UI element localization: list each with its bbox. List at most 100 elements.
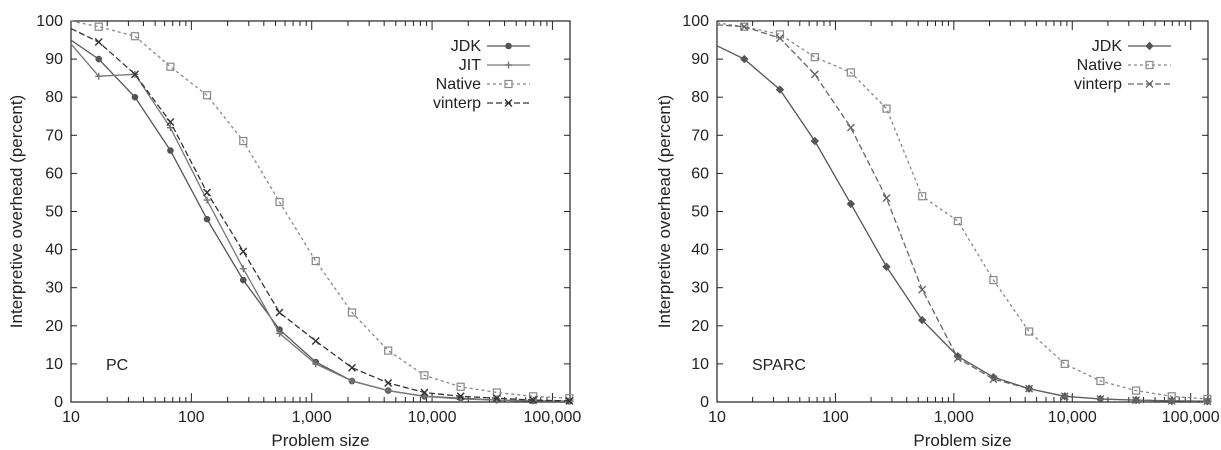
data-point — [1131, 386, 1141, 395]
data-point — [1096, 376, 1105, 386]
data-point — [131, 93, 139, 101]
data-point — [166, 117, 175, 126]
legend-marker — [505, 42, 512, 50]
data-point — [953, 354, 962, 363]
data-point — [384, 346, 393, 355]
data-point — [348, 377, 356, 385]
data-point — [1203, 397, 1212, 406]
data-point — [882, 104, 891, 113]
data-point — [1025, 327, 1034, 336]
y-tick-label: 50 — [45, 204, 63, 221]
legend-marker — [1145, 41, 1154, 51]
series-jit — [70, 43, 573, 405]
data-point — [203, 196, 211, 204]
data-point — [882, 262, 891, 271]
x-axis-label: Problem size — [271, 431, 369, 450]
data-point — [989, 275, 998, 285]
y-tick-label: 70 — [691, 127, 709, 144]
data-point — [384, 378, 393, 387]
data-point — [918, 285, 927, 294]
data-point — [203, 188, 212, 197]
x-tick-label: 1,000 — [292, 409, 332, 426]
y-tick-label: 80 — [45, 89, 63, 106]
data-point — [311, 256, 320, 266]
y-axis-label: Interpretive overhead (percent) — [7, 95, 26, 328]
data-point — [384, 387, 392, 395]
series-line — [70, 43, 570, 402]
series-line — [716, 24, 1208, 402]
data-point — [565, 396, 574, 405]
data-point — [846, 199, 856, 209]
data-point — [239, 265, 247, 273]
x-tick-label: 10 — [708, 409, 726, 426]
y-tick-label: 80 — [691, 89, 709, 106]
data-point — [311, 337, 320, 346]
data-point — [420, 371, 429, 380]
data-point — [94, 22, 103, 31]
data-point — [275, 329, 283, 337]
data-point — [202, 91, 212, 100]
data-point — [810, 53, 819, 62]
series-native — [70, 20, 574, 403]
series-jdk — [716, 45, 1212, 406]
data-point — [918, 192, 927, 201]
data-point — [740, 22, 749, 31]
panel-label: SPARC — [752, 357, 806, 374]
data-point — [810, 136, 820, 146]
data-point — [239, 136, 248, 146]
legend-marker — [504, 79, 513, 89]
y-tick-label: 10 — [45, 356, 63, 373]
series-line — [716, 22, 1208, 400]
data-point — [130, 70, 139, 79]
data-point — [989, 375, 998, 384]
data-point — [1096, 394, 1105, 403]
data-point — [203, 215, 211, 223]
series-vinterp — [716, 22, 1212, 406]
data-point — [239, 276, 247, 284]
legend-label: JDK — [451, 38, 482, 55]
data-point — [775, 34, 784, 43]
data-point — [1203, 394, 1212, 404]
data-point — [1167, 396, 1176, 405]
legend-label: vinterp — [1074, 76, 1122, 93]
y-tick-label: 70 — [45, 127, 63, 144]
data-point — [347, 308, 357, 317]
x-tick-label: 10 — [62, 409, 80, 426]
y-tick-label: 40 — [45, 242, 63, 259]
data-point — [456, 382, 465, 391]
data-point — [1132, 396, 1141, 405]
y-tick-label: 90 — [691, 51, 709, 68]
legend-label: Native — [1077, 57, 1122, 74]
data-point — [1025, 384, 1034, 393]
x-axis-label: Problem size — [913, 431, 1011, 450]
data-point — [347, 363, 356, 372]
legend-label: vinterp — [433, 95, 481, 112]
data-point — [810, 70, 819, 79]
data-point — [95, 72, 103, 80]
y-tick-label: 100 — [36, 13, 63, 30]
data-point — [740, 54, 749, 64]
data-point — [239, 247, 248, 256]
y-tick-label: 10 — [691, 356, 709, 373]
data-point — [529, 396, 538, 405]
data-point — [953, 216, 962, 226]
series-jdk — [70, 39, 573, 405]
data-point — [420, 392, 428, 400]
data-point — [275, 197, 284, 207]
x-tick-label: 100,000 — [1162, 409, 1220, 426]
panel-label: PC — [106, 357, 128, 374]
series-line — [716, 45, 1208, 402]
data-point — [167, 147, 174, 154]
y-tick-label: 90 — [45, 51, 63, 68]
legend-label: JIT — [459, 57, 481, 74]
y-tick-label: 30 — [691, 280, 709, 297]
data-point — [94, 37, 103, 46]
data-point — [1060, 359, 1069, 368]
data-point — [312, 360, 320, 368]
series-line — [70, 39, 570, 402]
y-tick-label: 100 — [682, 13, 709, 30]
series-vinterp — [70, 28, 574, 405]
